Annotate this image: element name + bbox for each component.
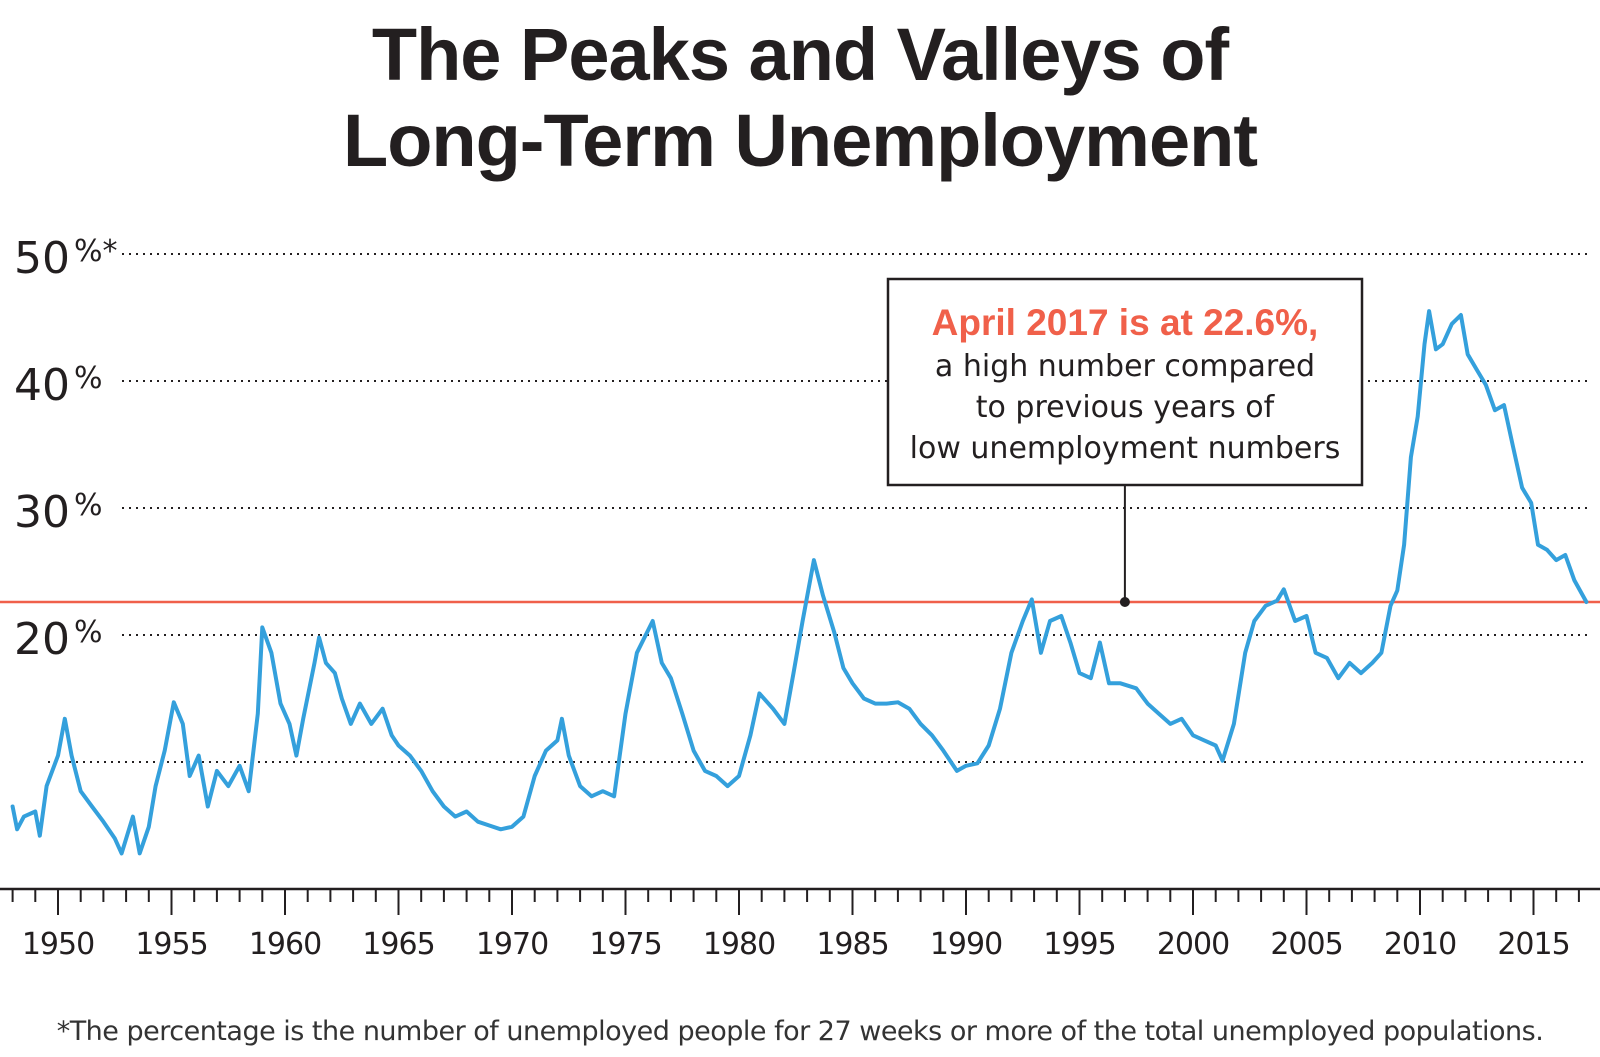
annotation-line-3: low unemployment numbers [910, 431, 1341, 466]
x-tick-label: 1950 [22, 927, 94, 962]
x-tick-label: 1965 [362, 927, 434, 962]
y-tick-label: 30% [14, 487, 103, 538]
x-axis: 1950 1955 1960 1965 1970 1975 1980 1985 1990 1995… [0, 887, 1600, 962]
x-tick-label: 1980 [703, 927, 775, 962]
annotation-dot [1119, 596, 1130, 607]
annotation: April 2017 is at 22.6%, a high number co… [886, 277, 1364, 607]
x-tick-label: 1985 [816, 927, 888, 962]
x-tick-label: 2015 [1497, 927, 1569, 962]
annotation-line-2: to previous years of [976, 390, 1276, 425]
y-tick-suffix: % [74, 615, 103, 650]
y-axis-labels: 50 %*40 %30 %20% [14, 233, 118, 665]
y-tick-label: 20% [14, 614, 103, 665]
annotation-box [886, 277, 1364, 487]
y-tick-suffix: % [74, 488, 103, 523]
x-tick-label: 2010 [1384, 927, 1456, 962]
x-tick-label: 2000 [1157, 927, 1229, 962]
annotation-highlight: April 2017 is at 22.6%, [932, 302, 1319, 343]
footnote: *The percentage is the number of unemplo… [57, 1016, 1544, 1047]
y-tick-label: 50 %* [14, 233, 118, 284]
gridlines [48, 253, 1588, 763]
chart-title-line-2: Long-Term Unemployment [343, 99, 1257, 182]
y-tick-value: 50 [14, 233, 70, 284]
x-tick-label: 1990 [930, 927, 1002, 962]
x-tick-label: 1975 [589, 927, 661, 962]
x-tick-label: 1960 [249, 927, 321, 962]
y-tick-suffix: %* [74, 234, 118, 269]
x-tick-label: 2005 [1270, 927, 1342, 962]
y-tick-label: 40% [14, 360, 103, 411]
y-tick-value: 40 [14, 360, 70, 411]
chart-title-line-1: The Peaks and Valleys of [372, 13, 1230, 96]
series-line [10, 309, 1589, 856]
x-tick-label: 1955 [135, 927, 207, 962]
annotation-line-1: a high number compared [935, 349, 1315, 384]
y-tick-value: 20 [14, 614, 70, 665]
x-tick-label: 1970 [476, 927, 548, 962]
y-tick-value: 30 [14, 487, 70, 538]
x-tick-label: 1995 [1043, 927, 1115, 962]
y-tick-suffix: % [74, 361, 103, 396]
